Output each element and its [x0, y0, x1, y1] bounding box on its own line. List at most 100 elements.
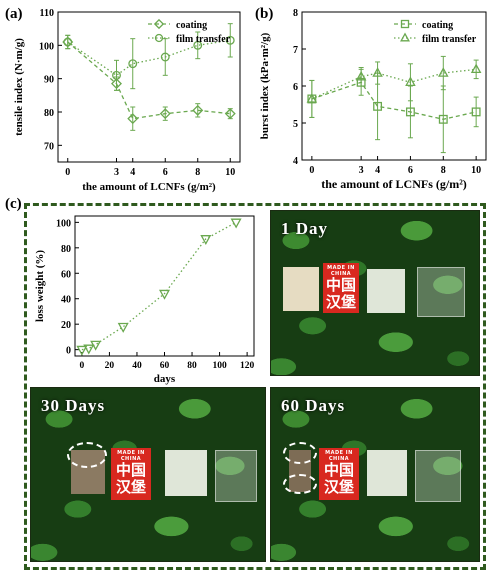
y-tick-label: 7	[293, 45, 298, 56]
data-point	[373, 101, 383, 111]
photo-label: 30 Days	[41, 396, 106, 415]
stamp-line-2: 汉堡	[325, 293, 356, 311]
x-tick-label: 60	[160, 361, 170, 371]
x-tick-label: 0	[80, 361, 85, 371]
made-in-china-stamp: MADE IN CHINA 中国 汉堡	[111, 448, 151, 500]
data-point	[63, 37, 73, 47]
y-tick-label: 40	[61, 295, 71, 306]
plot-frame	[74, 215, 255, 357]
legend-marker	[400, 32, 410, 42]
y-tick-label: 110	[40, 8, 54, 19]
x-tick-label: 40	[132, 361, 142, 371]
data-point	[90, 340, 102, 351]
legend-label: coating	[176, 20, 207, 31]
made-in-china-stamp: MADE IN CHINA 中国 汉堡	[319, 448, 359, 500]
y-tick-label: 80	[61, 244, 71, 255]
stamp-made-text: MADE IN CHINA	[325, 450, 353, 462]
data-point	[225, 35, 235, 45]
plot-frame	[57, 11, 241, 163]
x-axis-label: the amount of LCNFs (g/m²)	[82, 181, 216, 193]
panel-c-frame	[24, 203, 486, 570]
series-coating	[62, 34, 236, 131]
x-tick-label: 10	[225, 167, 235, 178]
series-line	[311, 81, 477, 120]
y-axis-label: loss weight (%)	[34, 250, 46, 322]
data-point	[193, 40, 203, 50]
x-tick-label: 4	[375, 165, 380, 176]
film-transfer-sample	[165, 450, 207, 496]
photo-30-days: 30 Days MADE IN CHINA 中国 汉堡	[30, 387, 266, 562]
stamp-made-text: MADE IN CHINA	[327, 265, 355, 277]
data-point	[76, 345, 88, 356]
y-axis-label: tensile index (N·m/g)	[13, 38, 25, 136]
y-tick-label: 4	[293, 156, 298, 167]
degradation-highlight	[67, 442, 107, 468]
series-line	[311, 68, 477, 100]
y-tick-label: 60	[61, 269, 71, 280]
data-point	[470, 63, 482, 74]
legend-label: film transfer	[176, 34, 231, 45]
y-tick-label: 100	[56, 218, 71, 229]
data-point	[160, 52, 170, 62]
data-point	[159, 289, 170, 300]
x-axis-label: the amount of LCNFs (g/m²)	[321, 177, 467, 191]
x-tick-label: 3	[359, 165, 364, 176]
photo-label: 1 Day	[281, 219, 329, 238]
degradation-highlight-bottom	[283, 474, 317, 494]
x-tick-label: 20	[105, 361, 115, 371]
x-tick-label: 6	[408, 165, 413, 176]
film-transfer-sample	[367, 269, 405, 313]
data-point	[128, 59, 138, 69]
data-point	[224, 108, 236, 120]
stamp-line-1: 中国	[325, 276, 356, 294]
series-film-transfer	[306, 55, 482, 118]
data-point	[192, 104, 204, 116]
series-loss-weight	[76, 218, 242, 356]
loss-weight-chart: 0 20 40 60 80 100 0 20 40 60 80 100 120 days loss weig…	[34, 215, 255, 385]
plastic-film-sample	[215, 450, 257, 502]
legend-label: coating	[422, 20, 453, 31]
stamp-line-1: 中国	[323, 461, 354, 479]
y-tick-label: 100	[39, 41, 54, 52]
data-point	[117, 322, 129, 333]
series-coating	[307, 68, 481, 154]
data-point	[405, 107, 415, 117]
panel-label-b: (b)	[255, 6, 274, 22]
y-tick-label: 20	[61, 320, 71, 331]
stamp-line-2: 汉堡	[115, 478, 146, 496]
x-tick-label: 3	[114, 167, 119, 178]
data-point	[405, 76, 416, 86]
film-transfer-sample	[367, 450, 407, 496]
stamp-line-1: 中国	[115, 461, 146, 479]
data-point	[355, 70, 367, 81]
series-line	[67, 41, 231, 120]
panel-label-c: (c)	[5, 196, 22, 212]
data-point	[471, 107, 481, 117]
data-point	[127, 113, 139, 125]
panel-label-a: (a)	[5, 6, 23, 22]
legend-marker	[153, 18, 165, 30]
x-axis-label: days	[154, 373, 176, 385]
data-point	[83, 344, 95, 355]
coating-sample	[283, 267, 319, 311]
legend-label: film transfer	[422, 34, 477, 45]
series-line	[81, 221, 237, 351]
legend-marker	[400, 19, 410, 29]
series-line	[67, 39, 231, 77]
data-point	[230, 218, 242, 229]
photo-label: 60 Days	[281, 396, 346, 415]
data-point	[438, 114, 448, 124]
y-tick-label: 80	[44, 108, 54, 119]
x-tick-label: 8	[195, 167, 200, 178]
legend-marker	[154, 33, 164, 43]
x-tick-label: 10	[471, 165, 481, 176]
y-tick-label: 0	[66, 346, 71, 357]
x-tick-label: 80	[187, 361, 197, 371]
y-tick-label: 70	[44, 141, 54, 152]
y-tick-label: 8	[293, 8, 298, 19]
plastic-film-sample	[415, 450, 461, 502]
y-tick-label: 90	[44, 75, 54, 86]
data-point	[306, 93, 318, 103]
